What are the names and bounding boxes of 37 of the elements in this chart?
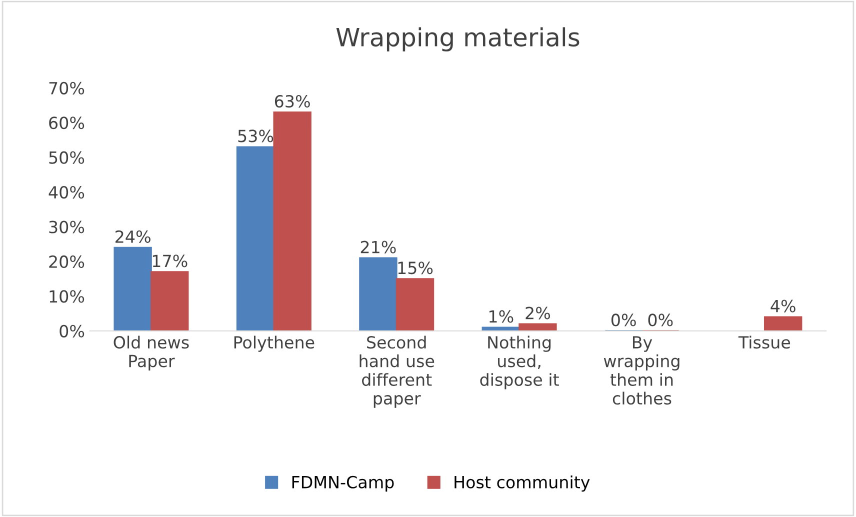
x-tick-label: Tissue [738, 336, 790, 349]
data-label: 0% [648, 314, 673, 326]
y-tick-label: 50% [49, 151, 84, 164]
y-tick-label: 60% [49, 116, 84, 130]
x-tick-label: Old news Paper [114, 336, 189, 371]
bar [150, 271, 189, 331]
legend-label: Host community [454, 476, 590, 492]
data-label: 2% [526, 306, 550, 320]
bar [482, 326, 520, 331]
x-tick-label: Second hand use different paper [360, 336, 434, 408]
y-tick-label: 70% [49, 82, 84, 94]
bar [236, 146, 275, 331]
bar [518, 323, 557, 331]
data-label: 1% [490, 310, 514, 323]
y-tick-label: 40% [48, 186, 84, 199]
data-label: 17% [152, 254, 188, 268]
bar [359, 257, 398, 331]
x-tick-label: Polythene [234, 336, 314, 352]
y-tick-label: 30% [49, 220, 84, 234]
y-tick-label: 20% [49, 255, 84, 268]
bar [764, 316, 802, 331]
legend-label: FDMN-Camp [292, 476, 394, 492]
x-tick-label: Nothing used, dispose it [480, 336, 559, 390]
x-tick-label: By wrapping them in clothes [604, 336, 680, 405]
data-label: 53% [238, 130, 274, 142]
y-tick-label: 10% [50, 290, 84, 303]
data-label: 21% [360, 240, 396, 254]
y-tick-label: 0% [60, 324, 84, 338]
data-label: 15% [398, 262, 433, 274]
data-label: 0% [611, 314, 636, 326]
bar [114, 246, 152, 331]
data-label: 4% [770, 300, 796, 312]
chart-title: Wrapping materials [336, 27, 580, 52]
data-label: 24% [116, 230, 150, 243]
bar [273, 111, 312, 331]
bar [396, 278, 434, 331]
data-label: 63% [274, 94, 310, 108]
